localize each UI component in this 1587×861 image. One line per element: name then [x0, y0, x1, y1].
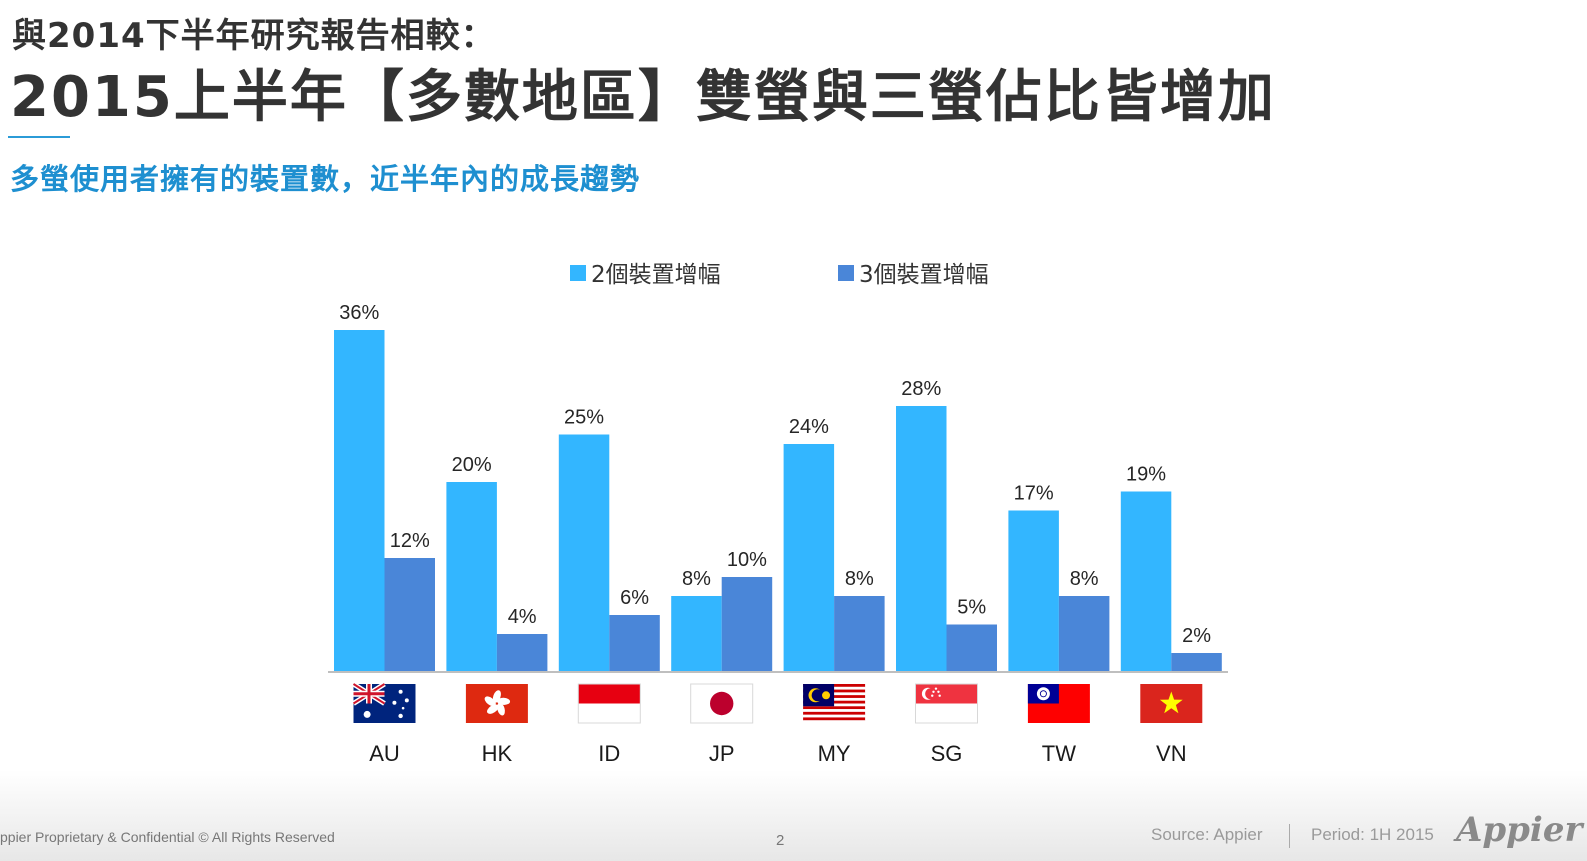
data-label-id-series-0: 25%	[564, 407, 604, 429]
australia-flag-icon	[352, 681, 416, 723]
data-label-jp-series-0: 8%	[682, 568, 711, 590]
bar-sg-series-0	[896, 406, 947, 672]
bar-sg-series-1	[946, 624, 997, 672]
category-label-au: AU	[369, 741, 400, 766]
bar-id-series-0	[558, 434, 610, 672]
appier-logo: Appier	[1456, 810, 1583, 850]
bar-hk-series-1	[496, 634, 548, 672]
indonesia-flag-icon	[577, 683, 641, 724]
data-label-tw-series-1: 8%	[1070, 568, 1099, 590]
footer-separator	[1289, 824, 1290, 848]
data-label-vn-series-0: 19%	[1126, 464, 1166, 486]
japan-flag-icon	[690, 683, 754, 724]
bar-vn-series-1	[1171, 653, 1222, 672]
data-label-vn-series-1: 2%	[1182, 625, 1211, 647]
bar-id-series-1	[609, 615, 660, 672]
bar-au-series-0	[334, 330, 385, 672]
x-axis-labels: AU HK ID JP MY SG TW VN	[369, 741, 1186, 766]
hong-kong-flag-icon	[465, 684, 528, 723]
category-label-jp: JP	[709, 741, 735, 766]
page-title: 2015上半年【多數地區】雙螢與三螢佔比皆增加	[10, 65, 1276, 130]
singapore-flag-icon	[915, 683, 978, 724]
legend-label-1: 3個裝置增幅	[859, 262, 989, 288]
legend-swatch-0	[570, 265, 586, 281]
pre-title: 與2014下半年研究報告相較：	[12, 16, 496, 56]
data-label-my-series-1: 8%	[845, 568, 874, 590]
vietnam-flag-icon	[1140, 684, 1203, 723]
bar-tw-series-0	[1008, 510, 1059, 672]
bar-my-series-1	[834, 596, 885, 672]
category-label-vn: VN	[1156, 741, 1187, 766]
footer-band	[0, 770, 1587, 861]
bar-hk-series-0	[446, 482, 497, 672]
data-label-au-series-0: 36%	[339, 302, 379, 324]
legend-label-0: 2個裝置增幅	[591, 262, 721, 288]
bar-jp-series-1	[721, 577, 773, 672]
bar-jp-series-0	[671, 596, 722, 672]
data-label-sg-series-0: 28%	[901, 378, 941, 400]
bar-au-series-1	[384, 558, 435, 672]
chart-legend: 2個裝置增幅 3個裝置增幅	[570, 262, 989, 288]
malaysia-flag-icon	[803, 684, 866, 724]
category-label-id: ID	[598, 741, 620, 766]
legend-swatch-1	[838, 265, 854, 281]
title-divider	[8, 136, 70, 138]
category-flags	[352, 681, 1203, 724]
data-label-my-series-0: 24%	[789, 416, 829, 438]
bar-chart: 2個裝置增幅 3個裝置增幅 36% 12% 20% 4% 25% 6% 8% 10% 24% 8% 2…	[328, 262, 1228, 766]
confidential-notice: ppier Proprietary & Confidential © All R…	[0, 829, 335, 845]
period-note: Period: 1H 2015	[1311, 825, 1434, 844]
chart-data-labels: 36% 12% 20% 4% 25% 6% 8% 10% 24% 8% 28% 5% 17% 8% 19% 2…	[339, 302, 1211, 647]
data-label-jp-series-1: 10%	[727, 549, 767, 571]
chart-bars	[334, 330, 1222, 672]
data-label-hk-series-1: 4%	[508, 606, 537, 628]
data-label-hk-series-0: 20%	[452, 454, 492, 476]
bar-my-series-0	[783, 444, 835, 672]
data-label-id-series-1: 6%	[620, 587, 649, 609]
data-label-sg-series-1: 5%	[957, 597, 986, 619]
page-subtitle: 多螢使用者擁有的裝置數，近半年內的成長趨勢	[10, 162, 641, 196]
page-number: 2	[776, 832, 785, 849]
category-label-my: MY	[818, 741, 851, 766]
bar-tw-series-1	[1058, 596, 1110, 672]
bar-vn-series-0	[1120, 491, 1172, 672]
category-label-tw: TW	[1042, 741, 1076, 766]
category-label-hk: HK	[482, 741, 513, 766]
data-label-au-series-1: 12%	[390, 530, 430, 552]
category-label-sg: SG	[931, 741, 963, 766]
taiwan-flag-icon	[1027, 684, 1090, 723]
data-label-tw-series-0: 17%	[1014, 483, 1054, 505]
source-note: Source: Appier	[1151, 825, 1263, 844]
